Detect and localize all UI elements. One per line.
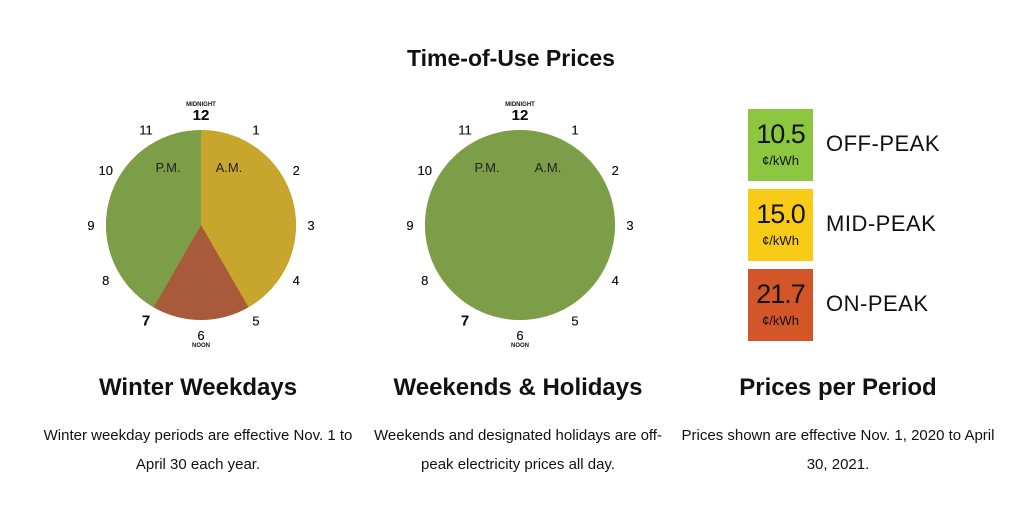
legend-row-off-peak: 10.5 ¢/kWh OFF-PEAK <box>748 109 988 181</box>
clock-1-hour-label-20: 8 <box>421 273 428 288</box>
clock-0-hour-label-14: 2 <box>293 163 300 178</box>
mid-peak-price: 15.0 <box>756 199 806 229</box>
clock-0-hour-label-15: 3 <box>307 218 314 233</box>
clock-1-hour-label-18: 6 <box>516 328 523 343</box>
clock-1-segment-1 <box>425 130 615 320</box>
clock-1-hour-label-23: 11 <box>458 123 472 138</box>
clock-0-midnight-label: MIDNIGHT <box>186 102 216 108</box>
page-title: Time-of-Use Prices <box>407 45 615 71</box>
clock-0-hour-label-18: 6 <box>197 328 204 343</box>
clock-0-hour-label-19: 7 <box>142 312 150 329</box>
clock-0-segment-4 <box>153 225 249 320</box>
clock-0-hour-label-3: 3 <box>307 218 314 233</box>
clock-0-segment-3 <box>201 130 296 308</box>
clock-1-hour-label-2: 2 <box>612 163 619 178</box>
clock-1-noon-label: NOON <box>511 343 529 349</box>
clock-1-hour-label-19: 7 <box>461 312 469 329</box>
clock-1-hour-label-12: 12 <box>512 107 529 124</box>
clock-0-hour-label-13: 1 <box>252 123 259 138</box>
clock-1-midnight-label: MIDNIGHT <box>505 102 535 108</box>
clock-0-hour-label-17: 5 <box>252 313 259 328</box>
weekends-holidays-title: Weekends & Holidays <box>393 374 643 401</box>
clock-0-hour-label-8: 8 <box>102 273 109 288</box>
off-peak-price: 10.5 <box>756 119 806 149</box>
legend-row-on-peak: 21.7 ¢/kWh ON-PEAK <box>748 269 988 341</box>
clock-1-hour-label-8: 8 <box>421 273 428 288</box>
clock-1-hour-label-4: 4 <box>612 273 619 288</box>
off-peak-label: OFF-PEAK <box>826 131 941 156</box>
legend-row-mid-peak: 15.0 ¢/kWh MID-PEAK <box>748 189 988 261</box>
clock-1-hour-label-5: 5 <box>571 313 578 328</box>
prices-per-period-title: Prices per Period <box>739 374 937 401</box>
clock-1-hour-label-13: 1 <box>571 123 578 138</box>
on-peak-label: ON-PEAK <box>826 291 929 316</box>
prices-per-period-note: Prices shown are effective Nov. 1, 2020 … <box>681 427 995 473</box>
clock-0-hour-label-1: 1 <box>252 123 259 138</box>
clock-1-hour-label-16: 4 <box>612 273 619 288</box>
clock-1-hour-label-0: 12 <box>512 107 529 124</box>
clock-0-hour-label-9: 9 <box>87 218 94 233</box>
off-peak-swatch: 10.5 ¢/kWh <box>748 109 813 181</box>
clock-0-hour-label-10: 10 <box>99 163 113 178</box>
on-peak-price: 21.7 <box>756 279 806 309</box>
clock-0-hour-label-5: 5 <box>252 313 259 328</box>
winter-weekdays-title: Winter Weekdays <box>98 374 298 401</box>
clock-1-hour-label-1: 1 <box>571 123 578 138</box>
off-peak-unit: ¢/kWh <box>762 153 799 168</box>
clock-1-hour-label-17: 5 <box>571 313 578 328</box>
clock-0-pm-label: P.M. <box>155 160 180 175</box>
clock-0-hour-label-22: 10 <box>99 163 113 178</box>
clock-0-am-label: A.M. <box>216 160 243 175</box>
winter-weekdays-clock-chart: A.M.P.M.121234567891011121234567891011MI… <box>87 102 314 349</box>
clock-0-hour-label-16: 4 <box>293 273 300 288</box>
on-peak-unit: ¢/kWh <box>762 313 799 328</box>
clock-1-hour-label-9: 9 <box>406 218 413 233</box>
on-peak-swatch: 21.7 ¢/kWh <box>748 269 813 341</box>
clock-0-hour-label-2: 2 <box>293 163 300 178</box>
clock-1-hour-label-21: 9 <box>406 218 413 233</box>
clock-0-hour-label-4: 4 <box>293 273 300 288</box>
clock-0-noon-label: NOON <box>192 343 210 349</box>
clock-0-hour-label-12: 12 <box>193 107 210 124</box>
clock-1-hour-label-22: 10 <box>418 163 432 178</box>
winter-weekdays-note: Winter weekday periods are effective Nov… <box>43 427 353 473</box>
clock-1-hour-label-6: 6 <box>516 328 523 343</box>
clock-0-hour-label-23: 11 <box>139 123 153 138</box>
clock-1-hour-label-10: 10 <box>418 163 432 178</box>
clock-0-hour-label-11: 11 <box>139 123 153 138</box>
clock-0-hour-label-20: 8 <box>102 273 109 288</box>
mid-peak-label: MID-PEAK <box>826 211 937 236</box>
clock-0-hour-label-21: 9 <box>87 218 94 233</box>
clock-0-segment-5 <box>106 130 201 308</box>
weekends-holidays-note: Weekends and designated holidays are off… <box>374 427 662 473</box>
clock-0-hour-label-0: 12 <box>193 107 210 124</box>
price-legend: 10.5 ¢/kWh OFF-PEAK 15.0 ¢/kWh MID-PEAK … <box>748 109 988 341</box>
clock-1-hour-label-11: 11 <box>458 123 472 138</box>
clock-1-am-label: A.M. <box>535 160 562 175</box>
clock-1-pm-label: P.M. <box>474 160 499 175</box>
clock-1-hour-label-3: 3 <box>626 218 633 233</box>
mid-peak-swatch: 15.0 ¢/kWh <box>748 189 813 261</box>
clock-1-hour-label-7: 7 <box>461 312 469 329</box>
mid-peak-unit: ¢/kWh <box>762 233 799 248</box>
clock-0-hour-label-7: 7 <box>142 312 150 329</box>
clock-1-hour-label-14: 2 <box>612 163 619 178</box>
clock-1-hour-label-15: 3 <box>626 218 633 233</box>
clock-0-hour-label-6: 6 <box>197 328 204 343</box>
weekends-holidays-clock-chart: A.M.P.M.121234567891011121234567891011MI… <box>406 102 633 349</box>
